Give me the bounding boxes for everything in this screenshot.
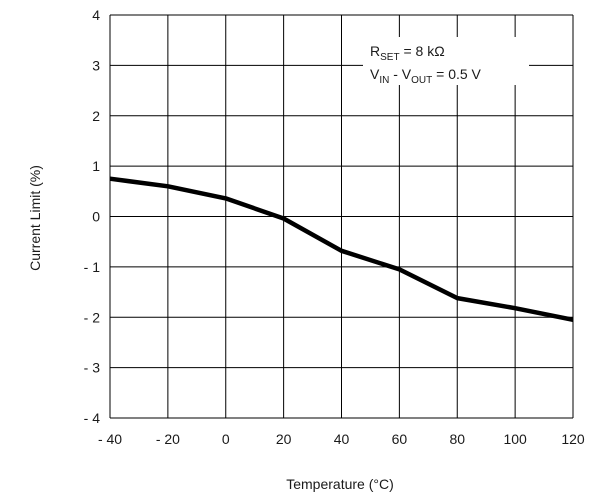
y-tick-label: 4 — [92, 7, 100, 23]
y-tick-label: - 2 — [84, 309, 101, 325]
y-tick-labels: 4 3 2 1 0 - 1 - 2 - 3 - 4 — [84, 7, 101, 426]
y-tick-label: 1 — [92, 158, 100, 174]
series-group — [109, 176, 574, 323]
y-tick-label: 2 — [92, 108, 100, 124]
y-tick-label: - 1 — [84, 259, 101, 275]
y-tick-label: - 3 — [84, 360, 101, 376]
x-axis-label: Temperature (°C) — [286, 476, 394, 492]
x-tick-label: - 40 — [98, 431, 122, 447]
annotation-box: RSET = 8 kΩ VIN - VOUT = 0.5 V — [363, 37, 529, 86]
x-tick-label: 120 — [561, 431, 585, 447]
x-tick-label: 0 — [222, 431, 230, 447]
x-tick-label: - 20 — [156, 431, 180, 447]
annotation-background — [363, 37, 529, 85]
annotation-vin-vout: VIN - VOUT = 0.5 V — [370, 66, 482, 86]
series-line-0 — [109, 176, 574, 323]
annotation-rset: RSET = 8 kΩ — [370, 43, 445, 63]
x-tick-label: 80 — [449, 431, 465, 447]
y-tick-label: 0 — [92, 209, 100, 225]
x-tick-labels: - 40 - 20 0 20 40 60 80 100 120 — [98, 431, 585, 447]
y-axis-label: Current Limit (%) — [27, 165, 43, 271]
x-tick-label: 20 — [276, 431, 292, 447]
x-tick-label: 40 — [334, 431, 350, 447]
x-tick-label: 100 — [503, 431, 527, 447]
x-tick-label: 60 — [392, 431, 408, 447]
y-tick-label: - 4 — [84, 410, 101, 426]
y-tick-label: 3 — [92, 57, 100, 73]
